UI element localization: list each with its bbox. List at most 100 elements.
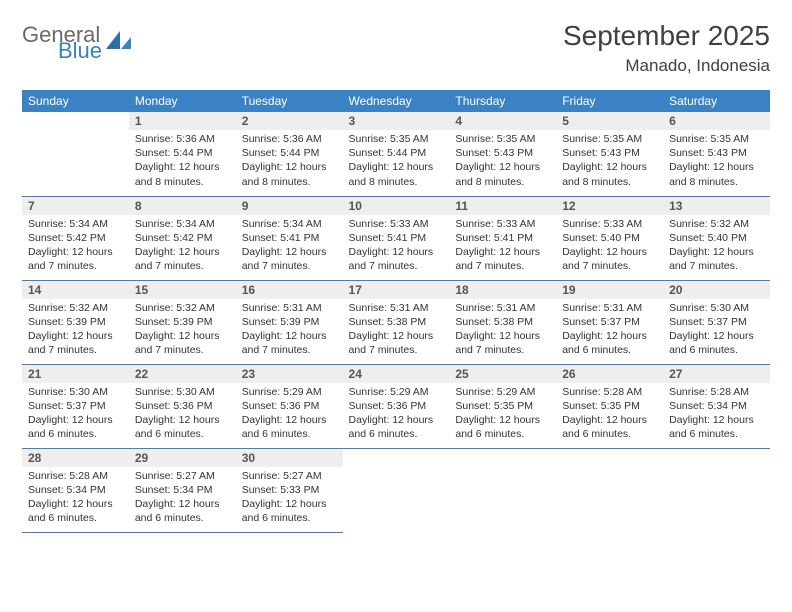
sunrise-text: Sunrise: 5:33 AM — [349, 217, 444, 231]
day-number: 15 — [129, 281, 236, 299]
day-number: 1 — [129, 112, 236, 130]
sunrise-text: Sunrise: 5:31 AM — [455, 301, 550, 315]
calendar-cell: 2Sunrise: 5:36 AMSunset: 5:44 PMDaylight… — [236, 112, 343, 196]
calendar-cell: 28Sunrise: 5:28 AMSunset: 5:34 PMDayligh… — [22, 448, 129, 532]
sunset-text: Sunset: 5:39 PM — [135, 315, 230, 329]
brand-word2: Blue — [58, 40, 102, 62]
day-number: 12 — [556, 197, 663, 215]
calendar-cell: 8Sunrise: 5:34 AMSunset: 5:42 PMDaylight… — [129, 196, 236, 280]
day-number: 27 — [663, 365, 770, 383]
day-details: Sunrise: 5:28 AMSunset: 5:34 PMDaylight:… — [663, 383, 770, 446]
day-details: Sunrise: 5:36 AMSunset: 5:44 PMDaylight:… — [236, 130, 343, 193]
calendar-cell: 9Sunrise: 5:34 AMSunset: 5:41 PMDaylight… — [236, 196, 343, 280]
daylight1-text: Daylight: 12 hours — [135, 329, 230, 343]
day-details: Sunrise: 5:34 AMSunset: 5:42 PMDaylight:… — [22, 215, 129, 278]
sunset-text: Sunset: 5:38 PM — [349, 315, 444, 329]
day-number: 3 — [343, 112, 450, 130]
sunset-text: Sunset: 5:40 PM — [562, 231, 657, 245]
calendar-cell: 19Sunrise: 5:31 AMSunset: 5:37 PMDayligh… — [556, 280, 663, 364]
sunrise-text: Sunrise: 5:31 AM — [562, 301, 657, 315]
sunrise-text: Sunrise: 5:27 AM — [242, 469, 337, 483]
daylight2-text: and 8 minutes. — [135, 175, 230, 189]
calendar-cell: 23Sunrise: 5:29 AMSunset: 5:36 PMDayligh… — [236, 364, 343, 448]
daylight2-text: and 8 minutes. — [242, 175, 337, 189]
calendar-cell: 22Sunrise: 5:30 AMSunset: 5:36 PMDayligh… — [129, 364, 236, 448]
daylight2-text: and 6 minutes. — [28, 427, 123, 441]
sunset-text: Sunset: 5:42 PM — [28, 231, 123, 245]
sunset-text: Sunset: 5:39 PM — [28, 315, 123, 329]
sunset-text: Sunset: 5:35 PM — [455, 399, 550, 413]
sunset-text: Sunset: 5:38 PM — [455, 315, 550, 329]
daylight2-text: and 7 minutes. — [28, 259, 123, 273]
calendar-cell: 13Sunrise: 5:32 AMSunset: 5:40 PMDayligh… — [663, 196, 770, 280]
day-details: Sunrise: 5:31 AMSunset: 5:37 PMDaylight:… — [556, 299, 663, 362]
day-number: 21 — [22, 365, 129, 383]
page-header: General Blue September 2025 Manado, Indo… — [22, 20, 770, 76]
day-details: Sunrise: 5:33 AMSunset: 5:41 PMDaylight:… — [449, 215, 556, 278]
day-details: Sunrise: 5:28 AMSunset: 5:35 PMDaylight:… — [556, 383, 663, 446]
daylight1-text: Daylight: 12 hours — [455, 160, 550, 174]
calendar-cell: 16Sunrise: 5:31 AMSunset: 5:39 PMDayligh… — [236, 280, 343, 364]
day-number: 7 — [22, 197, 129, 215]
calendar-table: Sunday Monday Tuesday Wednesday Thursday… — [22, 90, 770, 533]
daylight1-text: Daylight: 12 hours — [28, 245, 123, 259]
sunset-text: Sunset: 5:35 PM — [562, 399, 657, 413]
sunrise-text: Sunrise: 5:28 AM — [28, 469, 123, 483]
month-title: September 2025 — [563, 20, 770, 52]
weekday-header: Wednesday — [343, 90, 450, 112]
sunrise-text: Sunrise: 5:36 AM — [135, 132, 230, 146]
sunrise-text: Sunrise: 5:36 AM — [242, 132, 337, 146]
daylight2-text: and 6 minutes. — [669, 343, 764, 357]
sunset-text: Sunset: 5:44 PM — [242, 146, 337, 160]
day-number: 17 — [343, 281, 450, 299]
sunrise-text: Sunrise: 5:33 AM — [562, 217, 657, 231]
calendar-cell: 14Sunrise: 5:32 AMSunset: 5:39 PMDayligh… — [22, 280, 129, 364]
sunset-text: Sunset: 5:39 PM — [242, 315, 337, 329]
daylight2-text: and 7 minutes. — [455, 259, 550, 273]
daylight2-text: and 8 minutes. — [349, 175, 444, 189]
day-details: Sunrise: 5:35 AMSunset: 5:43 PMDaylight:… — [556, 130, 663, 193]
daylight1-text: Daylight: 12 hours — [562, 329, 657, 343]
day-details: Sunrise: 5:33 AMSunset: 5:40 PMDaylight:… — [556, 215, 663, 278]
sunset-text: Sunset: 5:34 PM — [135, 483, 230, 497]
calendar-row: 21Sunrise: 5:30 AMSunset: 5:37 PMDayligh… — [22, 364, 770, 448]
daylight2-text: and 6 minutes. — [242, 427, 337, 441]
sunset-text: Sunset: 5:34 PM — [28, 483, 123, 497]
day-details: Sunrise: 5:31 AMSunset: 5:39 PMDaylight:… — [236, 299, 343, 362]
day-number: 10 — [343, 197, 450, 215]
calendar-cell: 11Sunrise: 5:33 AMSunset: 5:41 PMDayligh… — [449, 196, 556, 280]
daylight1-text: Daylight: 12 hours — [669, 245, 764, 259]
day-number: 11 — [449, 197, 556, 215]
day-number: 24 — [343, 365, 450, 383]
sunrise-text: Sunrise: 5:35 AM — [669, 132, 764, 146]
daylight2-text: and 6 minutes. — [135, 427, 230, 441]
sunrise-text: Sunrise: 5:35 AM — [455, 132, 550, 146]
day-details: Sunrise: 5:30 AMSunset: 5:37 PMDaylight:… — [663, 299, 770, 362]
weekday-header: Tuesday — [236, 90, 343, 112]
sunset-text: Sunset: 5:41 PM — [242, 231, 337, 245]
calendar-cell: 17Sunrise: 5:31 AMSunset: 5:38 PMDayligh… — [343, 280, 450, 364]
sunrise-text: Sunrise: 5:35 AM — [349, 132, 444, 146]
weekday-header-row: Sunday Monday Tuesday Wednesday Thursday… — [22, 90, 770, 112]
day-details: Sunrise: 5:32 AMSunset: 5:40 PMDaylight:… — [663, 215, 770, 278]
day-details: Sunrise: 5:29 AMSunset: 5:36 PMDaylight:… — [343, 383, 450, 446]
sunset-text: Sunset: 5:34 PM — [669, 399, 764, 413]
calendar-cell: 26Sunrise: 5:28 AMSunset: 5:35 PMDayligh… — [556, 364, 663, 448]
day-details: Sunrise: 5:32 AMSunset: 5:39 PMDaylight:… — [22, 299, 129, 362]
sunset-text: Sunset: 5:44 PM — [349, 146, 444, 160]
daylight2-text: and 7 minutes. — [135, 259, 230, 273]
daylight2-text: and 8 minutes. — [455, 175, 550, 189]
daylight2-text: and 6 minutes. — [562, 427, 657, 441]
sunset-text: Sunset: 5:44 PM — [135, 146, 230, 160]
daylight1-text: Daylight: 12 hours — [349, 413, 444, 427]
calendar-cell: 25Sunrise: 5:29 AMSunset: 5:35 PMDayligh… — [449, 364, 556, 448]
daylight1-text: Daylight: 12 hours — [455, 329, 550, 343]
daylight1-text: Daylight: 12 hours — [135, 160, 230, 174]
weekday-header: Friday — [556, 90, 663, 112]
sunrise-text: Sunrise: 5:28 AM — [562, 385, 657, 399]
daylight2-text: and 7 minutes. — [28, 343, 123, 357]
sunrise-text: Sunrise: 5:33 AM — [455, 217, 550, 231]
sunset-text: Sunset: 5:36 PM — [242, 399, 337, 413]
day-number: 28 — [22, 449, 129, 467]
daylight2-text: and 7 minutes. — [669, 259, 764, 273]
